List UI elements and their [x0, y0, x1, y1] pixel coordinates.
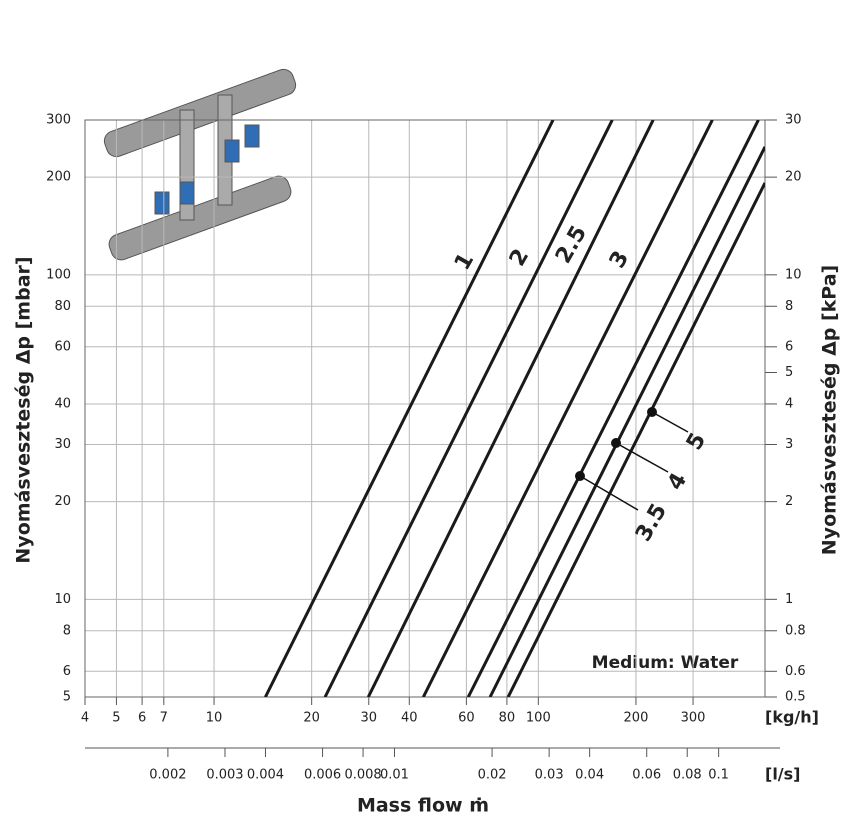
- y-axis-title: Nyomásveszteség Δp [mbar]: [13, 256, 35, 563]
- x2-tick-label: 0.002: [149, 768, 186, 783]
- series-label: 5: [682, 429, 711, 455]
- y-tick-label: 200: [46, 170, 71, 185]
- y-tick-label: 8: [63, 623, 71, 638]
- series-line: [323, 120, 614, 697]
- series-group: [264, 120, 765, 697]
- x-tick-label: 4: [81, 711, 89, 726]
- y2-tick-label: 20: [785, 170, 802, 185]
- y2-tick-label: 1: [785, 592, 793, 607]
- y-tick-label: 80: [54, 299, 71, 314]
- annotation: Medium: Water: [592, 653, 739, 673]
- series-label: 4: [663, 469, 692, 495]
- y-tick-label: 10: [54, 592, 71, 607]
- leader-line: [579, 475, 639, 511]
- x2-tick-label: 0.06: [632, 768, 661, 783]
- x2-tick-label: 0.02: [478, 768, 507, 783]
- x2-tick-label: 0.1: [708, 768, 729, 783]
- x-tick-label: 60: [458, 711, 475, 726]
- x-tick-label: 30: [360, 711, 377, 726]
- series-label: 2: [505, 245, 534, 271]
- y2-tick-label: 30: [785, 113, 802, 128]
- y-tick-label: 20: [54, 494, 71, 509]
- series-line: [264, 120, 555, 697]
- x-axis-title: Mass flow ṁ: [357, 795, 489, 817]
- x-tick-label: 6: [138, 711, 146, 726]
- x2-tick-label: 0.003: [206, 768, 243, 783]
- series-label: 3: [605, 247, 634, 273]
- x2-tick-label: 0.08: [673, 768, 702, 783]
- leader-dot: [647, 407, 657, 417]
- y2-tick-label: 0.8: [785, 623, 806, 638]
- x-tick-label: 300: [681, 711, 706, 726]
- x-tick-label: 40: [401, 711, 418, 726]
- x-tick-label: 10: [206, 711, 223, 726]
- manifold-illustration: [103, 68, 297, 261]
- y2-tick-label: 6: [785, 339, 793, 354]
- y2-tick-label: 5: [785, 365, 793, 380]
- y-tick-label: 60: [54, 339, 71, 354]
- y-tick-label: 5: [63, 690, 71, 705]
- leader-dot: [575, 471, 585, 481]
- y-tick-label: 40: [54, 396, 71, 411]
- y-tick-label: 100: [46, 267, 71, 282]
- leader-line: [615, 442, 669, 473]
- y2-tick-label: 0.6: [785, 664, 806, 679]
- y2-tick-label: 0.5: [785, 690, 806, 705]
- x2-tick-label: 0.004: [247, 768, 284, 783]
- y2-axis-title: Nyomásveszteség Δp [kPa]: [819, 265, 841, 555]
- y2-tick-label: 8: [785, 299, 793, 314]
- x-tick-label: 5: [112, 711, 120, 726]
- series-line: [506, 182, 765, 697]
- x-tick-label: 80: [499, 711, 516, 726]
- x-unit: [kg/h]: [765, 708, 819, 727]
- x-tick-label: 20: [303, 711, 320, 726]
- x2-tick-label: 0.01: [380, 768, 409, 783]
- x2-tick-label: 0.03: [535, 768, 564, 783]
- series-line: [488, 146, 765, 697]
- x-tick-label: 100: [526, 711, 551, 726]
- series-label: 3.5: [631, 500, 672, 546]
- series-line: [466, 120, 760, 697]
- series-line: [366, 120, 655, 697]
- x2-tick-label: 0.006: [304, 768, 341, 783]
- series-label: 1: [450, 249, 479, 275]
- y2-tick-label: 3: [785, 437, 793, 452]
- x2-tick-label: 0.008: [344, 768, 381, 783]
- y2-tick-label: 2: [785, 494, 793, 509]
- y-tick-label: 6: [63, 664, 71, 679]
- y-tick-label: 30: [54, 437, 71, 452]
- leader-line: [651, 411, 689, 433]
- x-tick-label: 200: [624, 711, 649, 726]
- series-line: [422, 120, 714, 697]
- leader-dot: [611, 438, 621, 448]
- x2-unit: [l/s]: [765, 765, 800, 784]
- y2-tick-label: 10: [785, 267, 802, 282]
- x-tick-label: 7: [160, 711, 168, 726]
- x2-tick-label: 0.04: [575, 768, 604, 783]
- y-tick-label: 300: [46, 113, 71, 128]
- y2-tick-label: 4: [785, 396, 793, 411]
